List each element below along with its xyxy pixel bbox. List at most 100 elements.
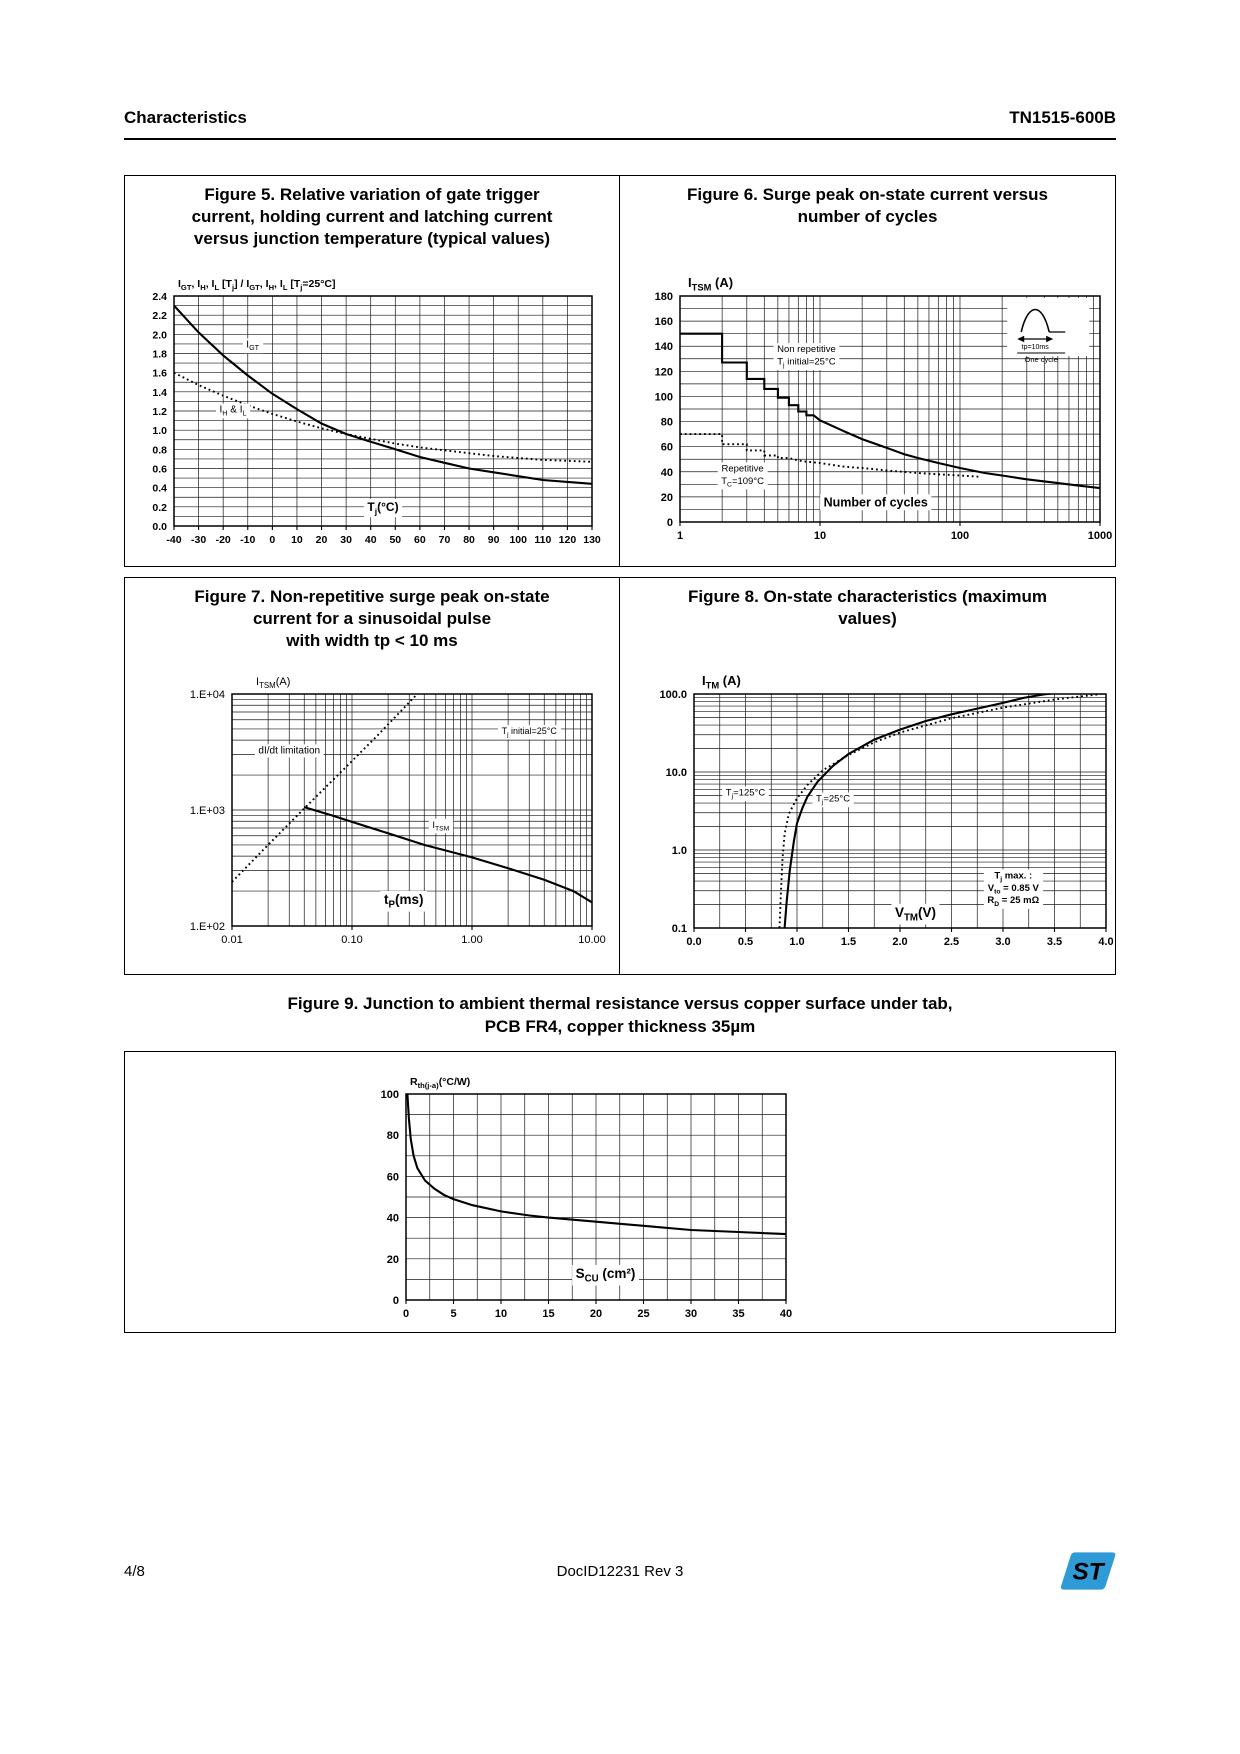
- svg-text:35: 35: [732, 1308, 744, 1320]
- svg-text:0: 0: [403, 1308, 409, 1320]
- svg-text:0.8: 0.8: [152, 444, 167, 456]
- figure-6-chart: 1 10 100 1000 0 20 40 60 80 100 120 140 160 180 ITSM (…: [620, 256, 1115, 560]
- figure-9-chart: 0 5 10 15 20 25 30 35 40 0 20 40 60 80 100 Rth(j-a)(°C/…: [125, 1060, 1115, 1328]
- curve-label: Tj initial=25°C: [498, 725, 561, 740]
- svg-text:tp=10ms: tp=10ms: [1021, 344, 1049, 351]
- x-axis-label: SCU (cm²): [572, 1264, 639, 1286]
- plot-border: [678, 295, 1101, 523]
- svg-text:1: 1: [676, 530, 682, 542]
- svg-text:0.5: 0.5: [737, 936, 752, 948]
- svg-text:40: 40: [387, 1212, 399, 1224]
- curve-label: Tj max. : Vto = 0.85 V RD = 25 mΩ: [983, 869, 1043, 909]
- svg-text:10: 10: [291, 534, 303, 546]
- svg-text:30: 30: [340, 534, 352, 546]
- figure-8-chart: 0.0 0.5 1.0 1.5 2.0 2.5 3.0 3.5 4.0 0.1 1.0 10.0 100…: [620, 658, 1115, 968]
- series-group: [174, 304, 592, 485]
- plot-border: [173, 295, 593, 527]
- figure-8: Figure 8. On-state characteristics (maxi…: [620, 578, 1115, 974]
- doc-id: DocID12231 Rev 3: [556, 1562, 684, 1580]
- svg-text:10.0: 10.0: [665, 767, 686, 779]
- svg-text:120: 120: [654, 366, 672, 378]
- y-axis-unit-label: IGT, IH, IL [Tj] / IGT, IH, IL [Tj=25°C]: [178, 278, 336, 292]
- figure-7: Figure 7. Non-repetitive surge peak on-s…: [125, 578, 620, 974]
- svg-text:20: 20: [590, 1308, 602, 1320]
- figure-6-title: Figure 6. Surge peak on-state current ve…: [687, 185, 1048, 227]
- axis-ticks: -40 -30 -20 -10 0 10 20 30 40 50 60 70 80 90 100 110 120…: [152, 291, 601, 546]
- svg-text:80: 80: [660, 417, 672, 429]
- x-axis-label: Tj(°C): [363, 499, 403, 518]
- svg-text:50: 50: [389, 534, 401, 546]
- series-1: [679, 433, 981, 478]
- svg-text:1000: 1000: [1087, 530, 1111, 542]
- svg-text:90: 90: [488, 534, 500, 546]
- svg-text:1.0: 1.0: [789, 936, 804, 948]
- series-0: [406, 1093, 786, 1236]
- series-1: [778, 694, 1106, 928]
- svg-text:140: 140: [654, 341, 672, 353]
- svg-text:0.0: 0.0: [686, 936, 701, 948]
- svg-text:-20: -20: [216, 534, 231, 546]
- x-axis-label: Number of cycles: [819, 494, 931, 511]
- svg-text:4.0: 4.0: [1098, 936, 1113, 948]
- y-axis-unit-label: Rth(j-a)(°C/W): [410, 1076, 470, 1090]
- svg-text:Tj max. :Vto = 0.85 VRD = 25 m: Tj max. : Vto = 0.85 V RD = 25 mΩ: [987, 871, 1039, 908]
- svg-text:-10: -10: [240, 534, 255, 546]
- fig7-canvas: 0.01 0.10 1.00 10.00 1.E+02 1.E+03 1.E+04 ITSM(…: [190, 676, 606, 946]
- series-group: [778, 694, 1106, 928]
- grid: [232, 694, 592, 926]
- figure-5: Figure 5. Relative variation of gate tri…: [125, 176, 620, 566]
- series-0: [783, 694, 1058, 928]
- svg-text:2.4: 2.4: [152, 291, 167, 303]
- svg-text:40: 40: [780, 1308, 792, 1320]
- series-group: [232, 694, 592, 904]
- svg-text:40: 40: [365, 534, 377, 546]
- svg-text:3.0: 3.0: [995, 936, 1010, 948]
- svg-text:Tj=125°C: Tj=125°C: [725, 788, 765, 801]
- svg-text:0.2: 0.2: [152, 502, 167, 514]
- svg-text:70: 70: [439, 534, 451, 546]
- svg-text:100.0: 100.0: [659, 689, 687, 701]
- svg-text:VTM(V): VTM(V): [894, 905, 935, 924]
- figure-7-chart: 0.01 0.10 1.00 10.00 1.E+02 1.E+03 1.E+04 ITSM(…: [125, 658, 619, 968]
- curve-label: dI/dt limitation: [254, 744, 324, 758]
- svg-text:2.0: 2.0: [152, 329, 167, 341]
- svg-text:20: 20: [316, 534, 328, 546]
- svg-text:10: 10: [495, 1308, 507, 1320]
- figure-6: Figure 6. Surge peak on-state current ve…: [620, 176, 1115, 566]
- figure-5-chart: -40 -30 -20 -10 0 10 20 30 40 50 60 70 80 90 100 110 120…: [125, 256, 619, 560]
- axis-ticks: 0 5 10 15 20 25 30 35 40 0 20 40 60 80 100: [381, 1089, 792, 1320]
- svg-text:10: 10: [813, 530, 825, 542]
- x-axis-label: VTM(V): [890, 903, 939, 925]
- svg-text:0.0: 0.0: [152, 521, 167, 533]
- figure-row-1: Figure 5. Relative variation of gate tri…: [124, 175, 1116, 567]
- grid: [693, 694, 1106, 928]
- svg-text:2.5: 2.5: [943, 936, 958, 948]
- fig5-canvas: -40 -30 -20 -10 0 10 20 30 40 50 60 70 80 90 100 110 120…: [152, 278, 601, 546]
- svg-text:0.4: 0.4: [152, 483, 167, 495]
- series-0: [174, 304, 592, 485]
- svg-text:25: 25: [637, 1308, 649, 1320]
- svg-text:0: 0: [393, 1295, 399, 1307]
- svg-text:1.8: 1.8: [152, 349, 167, 361]
- y-axis-unit-label: ITSM(A): [256, 676, 290, 690]
- svg-text:10.00: 10.00: [578, 934, 606, 946]
- svg-text:80: 80: [463, 534, 475, 546]
- svg-text:1.2: 1.2: [152, 406, 167, 418]
- svg-text:IGT: IGT: [246, 339, 259, 352]
- axis-ticks: 0.01 0.10 1.00 10.00 1.E+02 1.E+03 1.E+04: [190, 689, 606, 946]
- svg-text:180: 180: [654, 291, 672, 303]
- svg-text:1.6: 1.6: [152, 368, 167, 380]
- svg-text:100: 100: [950, 530, 968, 542]
- svg-text:40: 40: [660, 467, 672, 479]
- header-part-number: TN1515-600B: [1009, 108, 1116, 127]
- fig9-canvas: 0 5 10 15 20 25 30 35 40 0 20 40 60 80 100 Rth(j-a)(°C/…: [381, 1076, 792, 1320]
- series-1: [303, 806, 592, 904]
- svg-text:20: 20: [387, 1254, 399, 1266]
- svg-text:160: 160: [654, 316, 672, 328]
- x-axis-label: tP(ms): [380, 890, 428, 912]
- header-section-title: Characteristics: [124, 108, 247, 127]
- fig8-canvas: 0.0 0.5 1.0 1.5 2.0 2.5 3.0 3.5 4.0 0.1 1.0 10.0 100…: [659, 673, 1113, 948]
- curve-label: ITSM: [428, 818, 454, 834]
- st-logo: ST: [1060, 1552, 1116, 1590]
- svg-text:0.10: 0.10: [341, 934, 362, 946]
